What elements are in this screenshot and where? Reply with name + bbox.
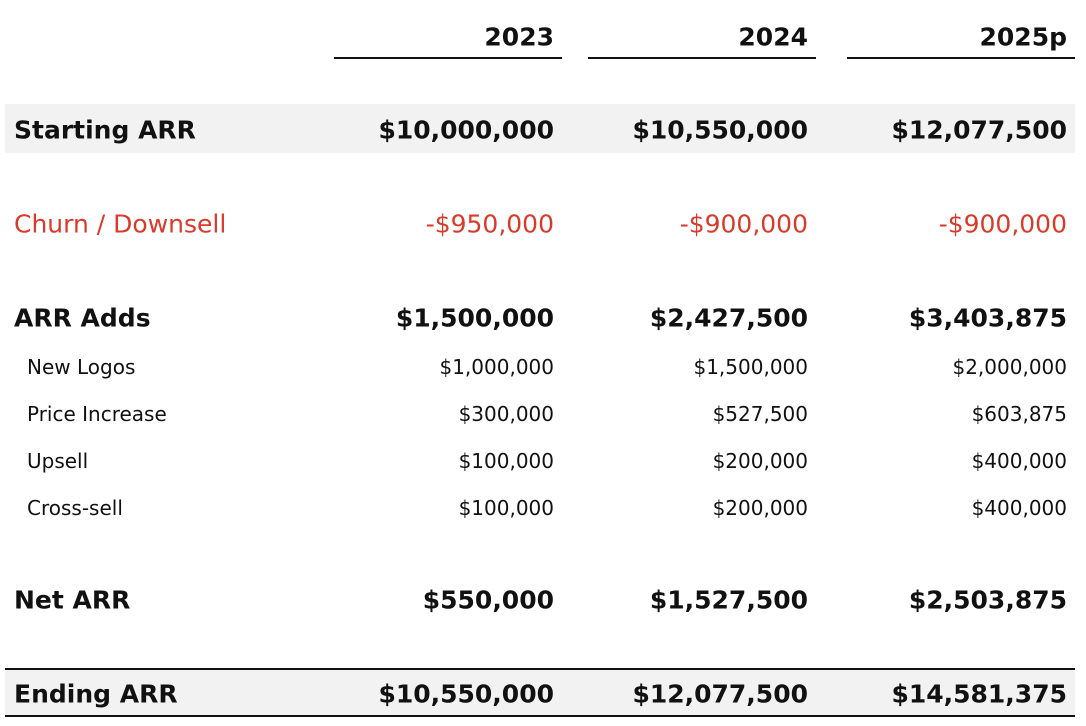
row-value: $603,875: [971, 402, 1067, 426]
row-value: $1,500,000: [395, 303, 554, 333]
row-value: $10,550,000: [632, 115, 808, 145]
row-value: -$950,000: [425, 209, 554, 239]
row-label: Upsell: [27, 449, 89, 473]
row-value: $200,000: [712, 449, 808, 473]
row-label: Net ARR: [14, 585, 131, 615]
total-bottom-rule: [5, 715, 1075, 717]
row-label: Starting ARR: [14, 115, 196, 145]
header-underline: [588, 57, 816, 59]
row-value: $300,000: [458, 402, 554, 426]
row-value: $2,000,000: [952, 355, 1067, 379]
row-label: Cross-sell: [27, 496, 123, 520]
row-value: $100,000: [458, 496, 554, 520]
row-label: Price Increase: [27, 402, 167, 426]
row-value: $400,000: [971, 496, 1067, 520]
row-value: $12,077,500: [891, 115, 1067, 145]
row-label: Ending ARR: [14, 679, 178, 709]
column-header: 2025p: [979, 22, 1067, 52]
row-value: $1,500,000: [693, 355, 808, 379]
row-value: -$900,000: [679, 209, 808, 239]
row-value: $1,000,000: [439, 355, 554, 379]
row-band: [5, 104, 1075, 153]
row-band: [5, 669, 1075, 717]
header-underline: [847, 57, 1075, 59]
row-value: $12,077,500: [632, 679, 808, 709]
row-value: $2,503,875: [908, 585, 1067, 615]
total-top-rule: [5, 668, 1075, 670]
header-underline: [334, 57, 562, 59]
row-value: $3,403,875: [908, 303, 1067, 333]
row-label: New Logos: [27, 355, 136, 379]
row-value: $10,000,000: [378, 115, 554, 145]
row-value: $14,581,375: [891, 679, 1067, 709]
row-value: $400,000: [971, 449, 1067, 473]
row-label: ARR Adds: [14, 303, 151, 333]
row-value: -$900,000: [938, 209, 1067, 239]
row-value: $2,427,500: [649, 303, 808, 333]
row-value: $200,000: [712, 496, 808, 520]
row-label: Churn / Downsell: [14, 209, 227, 239]
row-value: $100,000: [458, 449, 554, 473]
row-value: $527,500: [712, 402, 808, 426]
column-header: 2023: [484, 22, 554, 52]
column-header: 2024: [738, 22, 808, 52]
row-value: $550,000: [422, 585, 554, 615]
row-value: $1,527,500: [649, 585, 808, 615]
row-value: $10,550,000: [378, 679, 554, 709]
